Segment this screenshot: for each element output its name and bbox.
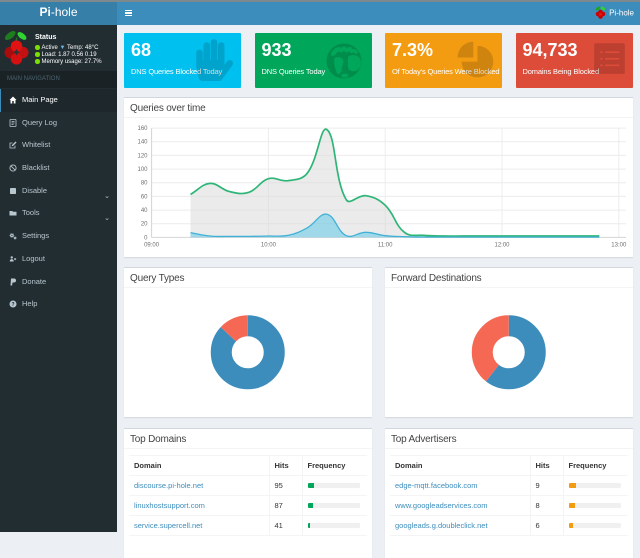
svg-text:12:00: 12:00 — [494, 243, 510, 249]
svg-text:09:00: 09:00 — [144, 243, 160, 249]
svg-text:10:00: 10:00 — [261, 243, 277, 249]
svg-text:120: 120 — [137, 153, 148, 159]
svg-text:11:00: 11:00 — [378, 243, 393, 249]
svg-text:?: ? — [11, 302, 14, 308]
svg-text:20: 20 — [141, 222, 148, 228]
svg-text:13:00: 13:00 — [611, 243, 627, 249]
svg-text:60: 60 — [141, 194, 148, 200]
svg-text:160: 160 — [137, 126, 148, 132]
svg-text:80: 80 — [141, 181, 148, 187]
svg-text:40: 40 — [141, 208, 148, 214]
svg-text:0: 0 — [144, 235, 148, 241]
svg-text:100: 100 — [137, 167, 148, 173]
svg-text:140: 140 — [137, 140, 148, 146]
